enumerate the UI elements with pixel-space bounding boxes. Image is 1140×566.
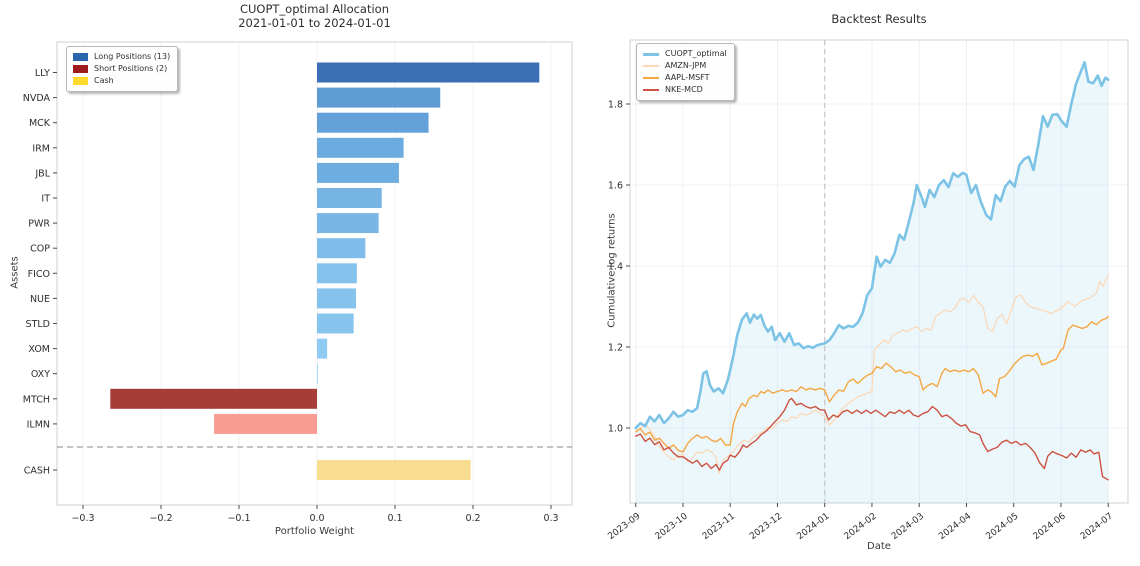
plot-frame	[56, 41, 573, 506]
x-tick-label: −0.3	[71, 513, 94, 524]
y-tick-label-PWR: PWR	[28, 219, 50, 230]
bar-XOM	[317, 338, 328, 359]
y-tick-label-COP: COP	[30, 244, 50, 255]
x-tick-label: 2023-12	[748, 511, 784, 542]
x-tick-label: 2023-11	[701, 511, 737, 542]
bar-OXY	[317, 363, 318, 384]
backtest-chart-title: Backtest Results	[831, 12, 927, 26]
x-tick-label: 2023-10	[654, 511, 690, 542]
y-tick-label-XOM: XOM	[28, 344, 50, 355]
legend-label: AMZN-JPM	[665, 61, 707, 70]
y-tick-label-IRM: IRM	[32, 143, 50, 154]
legend-item-1: Short Positions (2)	[73, 63, 170, 75]
legend-swatch-icon	[73, 65, 88, 73]
allocation-chart: LLY NVDA MCK IRM JBL IT PWR COP FICO NUE STLD XOM OX…	[23, 41, 573, 524]
legend-line-icon	[643, 89, 659, 91]
bar-LLY	[317, 62, 540, 83]
legend-label: Cash	[94, 76, 114, 85]
y-tick-label: 1.2	[608, 343, 623, 354]
bar-CASH	[317, 460, 471, 480]
allocation-title-line1: CUOPT_optimal Allocation	[239, 2, 390, 16]
series-line-CUOPT_optimal	[634, 60, 1110, 430]
x-tick-label: 2024-07	[1079, 511, 1115, 542]
x-tick-label: 0.1	[387, 513, 402, 524]
y-tick-label-FICO: FICO	[28, 269, 50, 280]
legend-item-0: Long Positions (13)	[73, 51, 170, 63]
y-tick-label: 1.0	[608, 424, 623, 435]
x-tick-label: −0.2	[149, 513, 172, 524]
allocation-chart-title: CUOPT_optimal Allocation 2021-01-01 to 20…	[57, 2, 572, 30]
y-tick-label: 1.4	[608, 262, 623, 273]
y-tick-label-ILMN: ILMN	[27, 419, 50, 430]
series-line-NKE-MCD	[635, 397, 1109, 481]
allocation-xlabel: Portfolio Weight	[274, 526, 355, 537]
x-tick-label: 2024-04	[937, 511, 973, 542]
x-tick-label: 0.2	[465, 513, 480, 524]
bar-PWR	[317, 213, 379, 234]
y-tick-label-IT: IT	[41, 194, 50, 205]
x-tick-label: 0.0	[309, 513, 324, 524]
bar-IT	[317, 188, 382, 208]
x-tick-label: 2023-09	[606, 511, 642, 542]
bar-JBL	[317, 162, 399, 183]
y-tick-label-OXY: OXY	[31, 369, 50, 380]
y-tick-label-NVDA: NVDA	[23, 93, 51, 104]
backtest-ylabel: Cumulative log returns	[606, 213, 618, 328]
legend-item-2: AAPL-MSFT	[643, 72, 727, 84]
bar-NVDA	[317, 87, 441, 108]
legend-item-1: AMZN-JPM	[643, 60, 727, 72]
y-tick-label: 1.8	[608, 100, 623, 111]
bar-COP	[317, 238, 366, 259]
bar-NUE	[317, 288, 356, 309]
bar-MCK	[317, 112, 429, 133]
series-line-AMZN-JPM	[635, 274, 1109, 475]
x-tick-label: 2024-05	[984, 511, 1020, 542]
legend-label: Short Positions (2)	[94, 64, 168, 73]
legend-item-0: CUOPT_optimal	[643, 48, 727, 60]
y-tick-label-JBL: JBL	[34, 168, 50, 179]
series-line-AAPL-MSFT	[635, 315, 1109, 453]
bar-STLD	[317, 313, 354, 334]
plot-frame	[629, 39, 1129, 504]
bar-IRM	[317, 137, 404, 158]
x-tick-label: 2024-06	[1032, 511, 1068, 542]
allocation-title-line2: 2021-01-01 to 2024-01-01	[238, 16, 391, 30]
legend-line-icon	[643, 52, 659, 56]
legend-line-icon	[643, 77, 659, 79]
legend-label: NKE-MCD	[665, 85, 703, 94]
allocation-legend: Long Positions (13) Short Positions (2) Ca…	[66, 46, 179, 92]
y-tick-label-CASH: CASH	[24, 466, 50, 477]
x-tick-label: 2024-02	[843, 511, 879, 542]
y-tick-label: 1.6	[608, 181, 623, 192]
y-tick-label-STLD: STLD	[26, 319, 50, 330]
x-tick-label: −0.1	[227, 513, 250, 524]
y-tick-label-LLY: LLY	[35, 68, 50, 79]
legend-label: CUOPT_optimal	[665, 49, 727, 58]
bar-MTCH	[110, 388, 317, 409]
bar-ILMN	[214, 413, 317, 434]
x-tick-label: 2024-01	[795, 511, 831, 542]
legend-line-icon	[643, 65, 659, 67]
bar-FICO	[317, 263, 357, 284]
legend-label: AAPL-MSFT	[665, 73, 710, 82]
allocation-ylabel: Assets	[9, 256, 21, 289]
series-fill-CUOPT_optimal	[635, 62, 1109, 504]
legend-item-2: Cash	[73, 75, 170, 87]
legend-label: Long Positions (13)	[94, 52, 171, 61]
y-tick-label-MTCH: MTCH	[23, 394, 50, 405]
legend-swatch-icon	[73, 53, 88, 61]
legend-swatch-icon	[73, 77, 88, 85]
y-tick-label-NUE: NUE	[30, 294, 50, 305]
x-tick-label: 2024-03	[890, 511, 926, 542]
legend-item-3: NKE-MCD	[643, 84, 727, 96]
backtest-chart: 1.0 1.2 1.4 1.6 1.8 2023-09 2023-10 2023-11 2023…	[606, 39, 1129, 542]
backtest-legend: CUOPT_optimal AMZN-JPM AAPL-MSFT NKE-MCD	[636, 43, 735, 101]
backtest-xlabel: Date	[867, 541, 891, 552]
y-tick-label-MCK: MCK	[29, 118, 51, 129]
x-tick-label: 0.3	[543, 513, 558, 524]
